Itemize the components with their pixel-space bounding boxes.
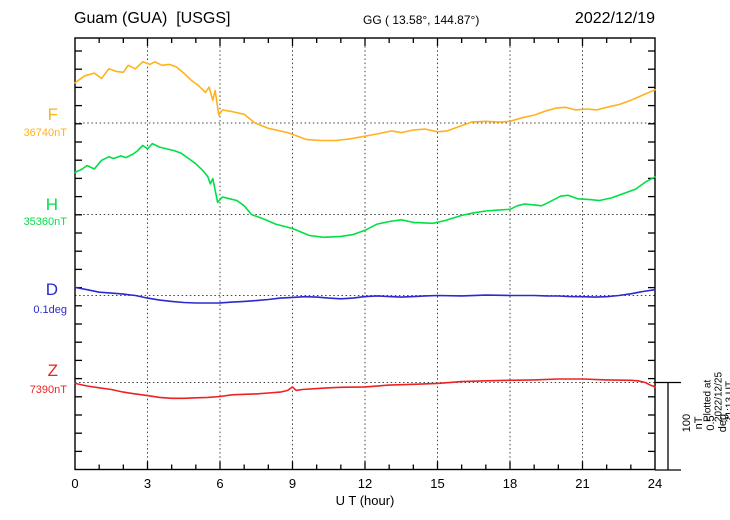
x-tick-12: 12 xyxy=(357,476,373,491)
trace-baseline-F: 36740nT xyxy=(0,127,68,139)
trace-baseline-D: 0.1deg xyxy=(0,304,68,316)
trace-baseline-value-Z: 7390nT xyxy=(29,384,67,396)
trace-baseline-value-D: 0.1deg xyxy=(33,304,67,316)
trace-baseline-Z: 7390nT xyxy=(0,384,68,396)
plot-date: 2022/12/19 xyxy=(574,10,655,27)
x-tick-0: 0 xyxy=(71,476,79,491)
trace-label-H: H xyxy=(0,196,68,213)
x-tick-15: 15 xyxy=(430,476,445,491)
trace-letter-H: H xyxy=(45,195,58,214)
trace-letter-F: F xyxy=(47,105,58,124)
x-tick-9: 9 xyxy=(288,476,297,491)
trace-label-F: F xyxy=(0,106,68,123)
station-title: Guam (GUA) [USGS] xyxy=(74,10,231,27)
trace-baseline-value-H: 35360nT xyxy=(23,216,67,228)
station-coordinates: GG ( 13.58°, 144.87°) xyxy=(363,13,480,27)
x-tick-24: 24 xyxy=(647,476,663,491)
trace-letter-D: D xyxy=(45,280,58,299)
x-tick-3: 3 xyxy=(143,476,152,491)
x-tick-6: 6 xyxy=(216,476,224,491)
trace-baseline-value-F: 36740nT xyxy=(23,127,67,139)
x-axis-title: U T (hour) xyxy=(335,493,395,508)
trace-label-D: D xyxy=(0,281,68,298)
scale-bar-nt-label: 100 nT xyxy=(681,413,705,433)
trace-letter-Z: Z xyxy=(47,361,58,380)
x-tick-18: 18 xyxy=(502,476,518,491)
trace-baseline-H: 35360nT xyxy=(0,216,68,228)
trace-label-Z: Z xyxy=(0,362,68,379)
x-tick-21: 21 xyxy=(575,476,590,491)
plotted-at-timestamp: Plotted at 2022/12/25 21:13 UT xyxy=(702,371,730,423)
